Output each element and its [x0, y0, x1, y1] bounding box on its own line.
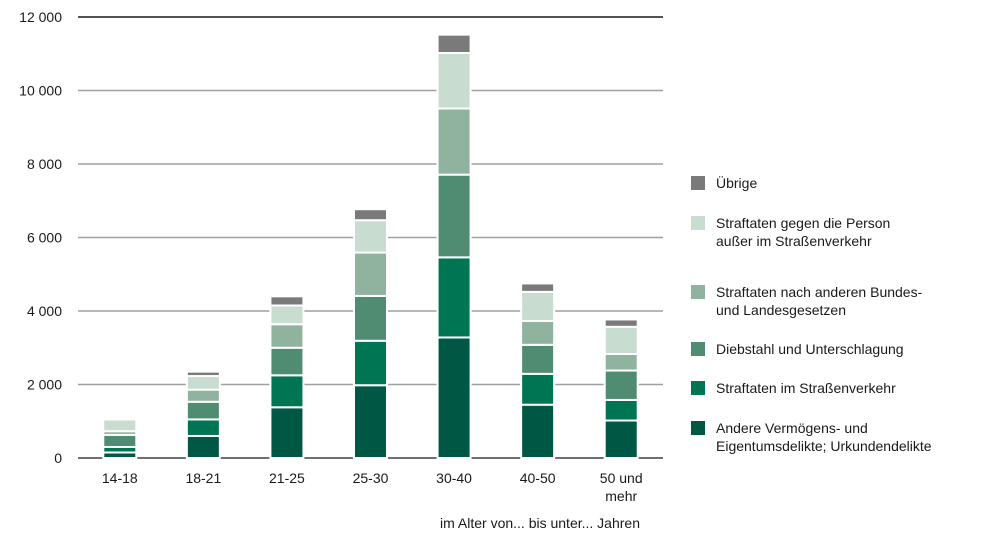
bar-segment [520, 290, 556, 322]
bar-segment [353, 339, 388, 387]
y-tick-label: 8 000 [27, 156, 62, 172]
legend-label: Straftaten gegen die Person [716, 215, 890, 231]
legend-swatch [691, 381, 705, 395]
legend-swatch [691, 176, 705, 190]
x-tick-label: 25-30 [353, 470, 389, 486]
bar-segment [436, 33, 472, 55]
bar-segment [520, 403, 556, 459]
bar-segment [436, 173, 472, 259]
bar-segment [102, 433, 138, 448]
bar-segment [102, 416, 138, 421]
y-tick-label: 2 000 [27, 377, 62, 393]
legend-swatch [691, 342, 705, 356]
bars [102, 33, 639, 460]
bar-segment [185, 434, 221, 460]
y-axis-tick-labels: 0 2 000 4 000 6 000 8 000 10 000 12 000 [19, 9, 62, 466]
bar-segment [353, 208, 388, 222]
bar-segment [353, 384, 388, 459]
bar-segment [436, 336, 472, 459]
bar-segment [269, 295, 305, 307]
bar-segment [269, 374, 305, 409]
bar-segment [269, 406, 305, 460]
bar-segment [603, 318, 639, 328]
bar-segment [185, 375, 221, 391]
bar-segment [603, 419, 639, 460]
legend-swatch [691, 421, 705, 435]
x-tick-label: 14-18 [102, 470, 138, 486]
y-tick-label: 0 [54, 450, 62, 466]
x-tick-label: mehr [605, 488, 637, 504]
bar-segment [436, 52, 472, 110]
bar-segment [436, 256, 472, 339]
bar-segment [269, 304, 305, 326]
legend-swatch [691, 216, 705, 230]
y-tick-label: 4 000 [27, 303, 62, 319]
x-axis-label: im Alter von... bis unter... Jahren [440, 515, 640, 531]
bar-segment [603, 398, 639, 422]
x-tick-label: 21-25 [269, 470, 305, 486]
bar-segment [353, 251, 388, 297]
bar-segment [185, 370, 221, 378]
x-tick-label: 30-40 [436, 470, 472, 486]
y-tick-label: 6 000 [27, 230, 62, 246]
bar-segment [520, 372, 556, 406]
x-tick-label: 40-50 [520, 470, 556, 486]
y-tick-label: 12 000 [19, 9, 62, 25]
bar-segment [185, 388, 221, 403]
legend: Übrige Straftaten gegen die Person außer i… [691, 174, 932, 454]
bar-segment [603, 325, 639, 355]
bar-segment [436, 107, 472, 176]
legend-label: Übrige [716, 174, 757, 191]
bar-segment [185, 418, 221, 437]
bar-segment [269, 323, 305, 349]
bar-segment [353, 294, 388, 342]
bar-segment [185, 400, 221, 421]
legend-swatch [691, 285, 705, 299]
legend-label: Diebstahl und Unterschlagung [716, 341, 904, 357]
bar-segment [102, 418, 138, 433]
y-tick-label: 10 000 [19, 83, 62, 99]
x-axis-tick-labels: 14-18 18-21 21-25 25-30 30-40 40-50 50 und mehr [102, 470, 643, 504]
bar-segment [353, 219, 388, 254]
bar-segment [269, 346, 305, 377]
x-tick-label: 18-21 [185, 470, 221, 486]
legend-label: Eigentumsdelikte; Urkundendelikte [716, 438, 932, 454]
x-tick-label: 50 und [600, 470, 643, 486]
bar-segment [520, 282, 556, 293]
legend-label: Straftaten im Straßenverkehr [716, 380, 896, 396]
legend-label: außer im Straßenverkehr [716, 233, 872, 249]
bar-segment [520, 343, 556, 375]
legend-label: Straftaten nach anderen Bundes- [716, 284, 923, 300]
bar-segment [603, 369, 639, 401]
legend-label: Andere Vermögens- und [716, 420, 868, 436]
bar-segment [603, 352, 639, 372]
legend-label: und Landesgesetzen [716, 302, 846, 318]
bar-segment [520, 319, 556, 346]
